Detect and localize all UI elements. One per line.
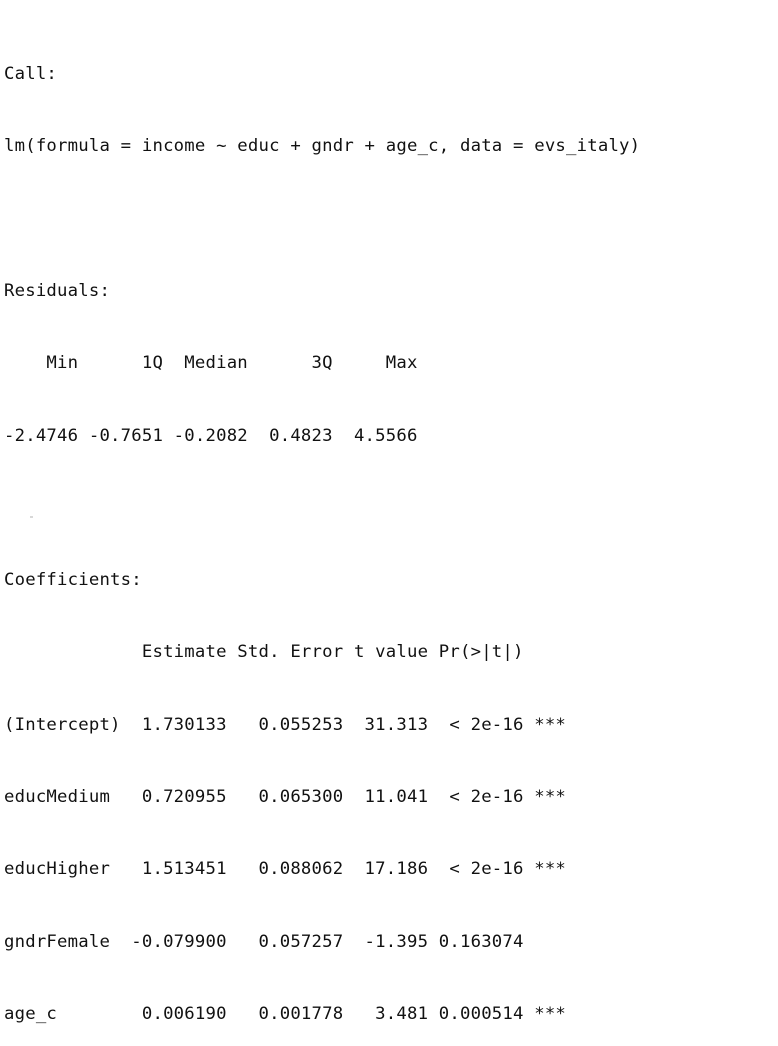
call-label: Call: (4, 64, 58, 85)
coefficient-row: educMedium 0.720955 0.065300 11.041 < 2e… (4, 787, 567, 807)
coefficients-label: Coefficients: (4, 570, 142, 591)
residuals-values: -2.4746 -0.7651 -0.2082 0.4823 4.5566 (4, 425, 429, 446)
coefficient-row: (Intercept) 1.730133 0.055253 31.313 < 2… (4, 714, 567, 735)
call-formula: lm(formula = income ~ educ + gndr + age_… (4, 136, 641, 157)
coefficient-row: gndrFemale -0.079900 0.057257 -1.395 0.1… (4, 931, 567, 952)
r-console-output: Call: lm(formula = income ~ educ + gndr … (4, 14, 774, 1024)
coefficient-row: age_c 0.006190 0.001778 3.481 0.000514 *… (4, 1003, 567, 1024)
blank-line (4, 496, 774, 520)
coefficients-header: Estimate Std. Error t value Pr(>|t|) (4, 642, 567, 663)
coefficient-row: educHigher 1.513451 0.088062 17.186 < 2e… (4, 859, 567, 880)
residuals-header: Min 1Q Median 3Q Max (4, 353, 429, 374)
blank-line (4, 207, 774, 231)
stray-pixel (30, 516, 33, 518)
residuals-label: Residuals: (4, 281, 111, 302)
